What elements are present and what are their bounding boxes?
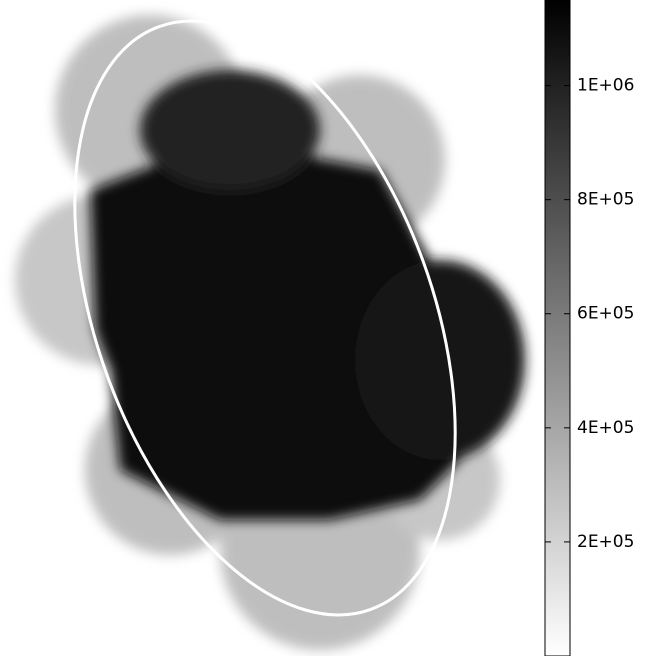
colorbar-tick-label: 6E+05 (577, 304, 634, 324)
colorbar-tick-label: 2E+05 (577, 532, 634, 552)
colorbar (544, 0, 571, 656)
colorbar-tick-label: 1E+06 (577, 76, 634, 96)
exposure-map (15, 15, 525, 650)
colorbar-tick-label: 8E+05 (577, 190, 634, 210)
colorbar-tick-label: 4E+05 (577, 418, 634, 438)
